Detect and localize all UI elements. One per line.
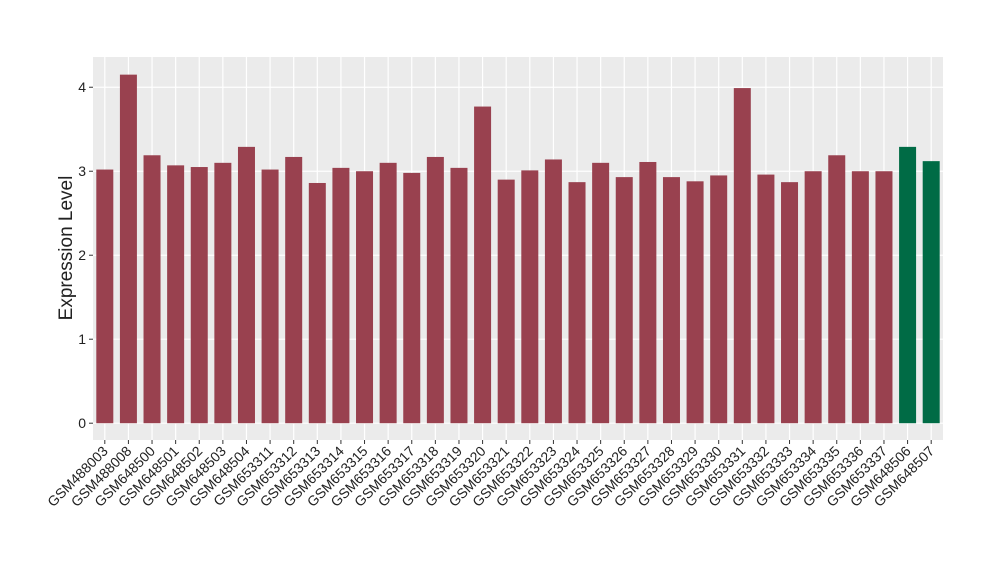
bar (214, 162, 232, 424)
bar (450, 167, 468, 424)
bar (167, 165, 185, 424)
bar (521, 170, 539, 424)
y-tick-label: 1 (78, 331, 86, 347)
bar (497, 179, 515, 424)
y-axis-title: Expression Level (56, 176, 77, 321)
bar (544, 159, 562, 424)
bar (261, 169, 279, 424)
bar (851, 171, 869, 424)
panel (93, 57, 943, 440)
bar (733, 88, 751, 424)
y-tick-label: 2 (78, 247, 86, 263)
bar (662, 177, 680, 424)
bar (190, 167, 208, 424)
y-tick-label: 4 (78, 79, 86, 95)
bar (403, 172, 421, 424)
bar (237, 146, 255, 424)
bar (592, 162, 610, 424)
bar (781, 182, 799, 424)
bar (474, 106, 492, 424)
bar (615, 177, 633, 424)
bar (143, 155, 161, 424)
bar (308, 182, 326, 424)
y-tick-label: 3 (78, 163, 86, 179)
bar (875, 171, 893, 424)
bar (426, 156, 444, 424)
bar (804, 171, 822, 424)
bar (899, 146, 917, 424)
bar (96, 169, 114, 424)
bar (686, 181, 704, 424)
bar (379, 162, 397, 424)
bar (356, 171, 374, 424)
bar (639, 161, 657, 424)
bar (828, 155, 846, 424)
bar (922, 161, 940, 424)
bar (568, 182, 586, 424)
bar (757, 174, 775, 424)
bar (710, 175, 728, 424)
bar (119, 74, 137, 424)
y-tick-label: 0 (78, 415, 86, 431)
bar (285, 156, 303, 424)
bar (332, 167, 350, 424)
